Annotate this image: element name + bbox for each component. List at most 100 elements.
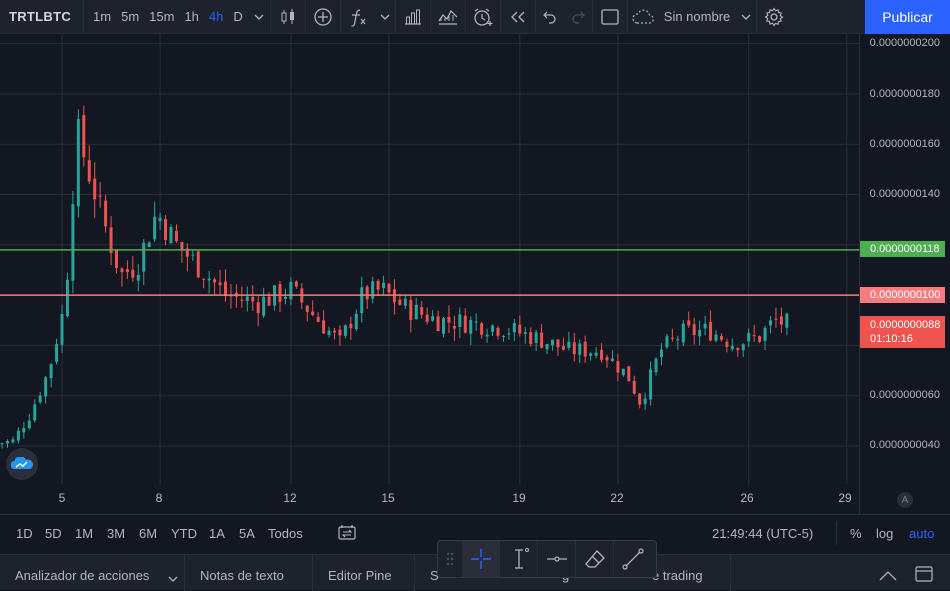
candle-body [561,346,565,350]
candle-body [610,358,614,362]
candle-body [485,334,489,337]
tab-trading-panel[interactable]: e trading [652,568,703,583]
chevron-down-icon[interactable] [168,569,178,587]
tab-stock-screener[interactable]: Analizador de acciones [15,568,150,583]
candle-body [507,333,511,335]
candle-body [567,341,571,348]
divider [730,555,731,591]
tab-text-notes[interactable]: Notas de texto [200,568,284,583]
timeframe-15m[interactable]: 15m [149,9,175,24]
divider [464,0,466,34]
candle-body [605,357,609,361]
last-price-tag: 0.0000000088 01:10:16 [860,316,945,348]
maximize-panel-icon[interactable] [915,566,933,587]
redo-icon[interactable] [564,0,592,34]
candle-body [283,296,287,299]
candle-body [169,227,173,244]
publish-button[interactable]: Publicar [865,0,950,34]
candle-body [480,323,484,335]
range-5a[interactable]: 5A [239,526,255,541]
candle-body [349,323,353,329]
candle-body [709,321,713,341]
candle-body [382,282,386,288]
percent-scale-toggle[interactable]: % [850,526,862,541]
text-cursor-icon[interactable] [500,541,537,577]
fullscreen-icon[interactable] [593,0,627,34]
trend-line-tool-icon[interactable] [614,541,651,577]
eraser-icon[interactable] [576,541,613,577]
range-1a[interactable]: 1A [209,526,225,541]
candle-body [763,327,767,341]
candle-body [638,393,642,405]
chevron-down-icon[interactable] [248,0,270,34]
candle-body [578,343,582,355]
timeframe-1h[interactable]: 1h [184,9,199,24]
bar-countdown: 01:10:16 [870,333,913,345]
divider [312,555,313,591]
go-to-date-icon[interactable] [338,524,356,545]
candle-body [185,248,189,257]
range-todos[interactable]: Todos [268,526,303,541]
range-3m[interactable]: 3M [107,526,126,541]
range-ytd[interactable]: YTD [171,526,197,541]
chevron-down-icon[interactable] [375,0,395,34]
candle-body [322,320,326,334]
tab-strategy-tester[interactable]: S [430,568,439,583]
tab-pine-editor[interactable]: Editor Pine [328,568,392,583]
drag-handle-icon[interactable] [438,541,462,577]
candle-body [600,349,604,360]
red-line-price-tag: 0.0000000100 [860,287,945,303]
candle-body [153,216,157,240]
candle-body [752,335,756,337]
range-6m[interactable]: 6M [139,526,158,541]
time-label: 29 [838,491,852,505]
auto-scale-toggle[interactable]: auto [909,526,935,541]
candle-body [447,316,451,323]
candle-body [327,330,331,335]
financials-bar-icon[interactable] [396,0,430,34]
time-label: 19 [512,491,526,505]
divider [756,0,758,34]
candle-body [518,324,522,334]
timeframe-5m[interactable]: 5m [121,9,140,24]
layout-name[interactable]: Sin nombre [663,9,731,24]
time-label: 12 [283,491,297,505]
replay-icon[interactable] [501,0,535,34]
candle-body [496,327,500,336]
candle-body [164,219,168,241]
log-scale-toggle[interactable]: log [876,526,894,541]
undo-icon[interactable] [536,0,564,34]
symbol-search[interactable]: TRTLBTC [9,9,72,24]
timeframe-d[interactable]: D [233,9,243,24]
candle-body [741,344,745,351]
alert-clock-icon[interactable] [466,0,500,34]
candles-icon[interactable] [271,0,305,34]
timeframe-4h[interactable]: 4h [208,9,224,24]
indicators-fx-icon[interactable] [341,0,375,34]
chevron-up-icon[interactable] [879,568,897,586]
range-1d[interactable]: 1D [16,526,33,541]
clock-timezone[interactable]: 21:49:44 (UTC-5) [712,526,814,541]
crosshair-icon[interactable] [462,541,499,577]
price-scale-border [859,34,860,514]
chart-pane[interactable] [0,34,950,514]
tradingview-logo-icon[interactable] [6,448,38,480]
gear-icon[interactable] [757,0,791,34]
candle-body [11,439,15,443]
timeframe-1m[interactable]: 1m [93,9,112,24]
candle-body [703,323,707,329]
divider [591,0,593,34]
range-5d[interactable]: 5D [45,526,62,541]
top-toolbar: TRTLBTC 1m 5m 15m 1h 4h D [0,0,950,34]
range-1m[interactable]: 1M [75,526,94,541]
candle-body [463,315,467,333]
templates-icon[interactable] [431,0,465,34]
horizontal-line-tool-icon[interactable] [538,541,575,577]
auto-scale-marker[interactable]: A [897,492,913,508]
candle-body [758,336,762,342]
cloud-icon[interactable] [628,0,658,34]
chevron-down-icon[interactable] [736,0,756,34]
candle-body [262,296,266,316]
divider [613,541,614,577]
compare-add-icon[interactable] [306,0,340,34]
